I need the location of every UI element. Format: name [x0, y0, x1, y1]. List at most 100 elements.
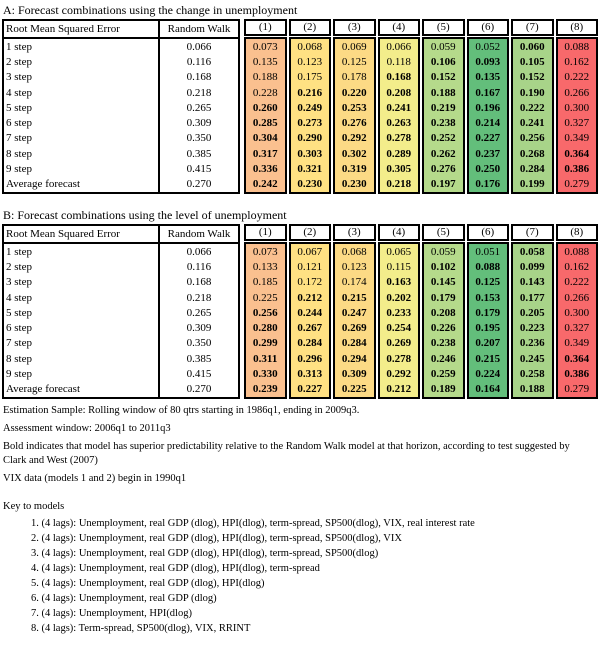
model-value-cell: 0.279: [564, 383, 590, 396]
left-table-body: 1 step 0.066 2 step 0.116 3 step 0.168 4 step 0…: [4, 39, 238, 192]
footnotes: Estimation Sample: Rolling window of 80 …: [3, 404, 595, 486]
row-label: 6 step: [4, 320, 160, 336]
model-value-cell: 0.262: [430, 147, 456, 160]
row-label: 7 step: [4, 130, 160, 147]
model-value-cell: 0.088: [475, 260, 501, 273]
model-value-cell: 0.212: [386, 383, 412, 396]
model-value-cell: 0.225: [252, 291, 278, 304]
rmse-left-table: Root Mean Squared Error Random Walk 1 st…: [2, 19, 240, 194]
left-table-body: 1 step 0.066 2 step 0.116 3 step 0.168 4 step 0…: [4, 244, 238, 397]
row-label: 2 step: [4, 54, 160, 70]
row-label: 1 step: [4, 244, 160, 260]
model-value-cell: 0.105: [519, 55, 545, 68]
model-value-cell: 0.237: [475, 147, 501, 160]
key-item: 4. (4 lags): Unemployment, real GDP (dlo…: [31, 563, 320, 574]
model-value-cell: 0.268: [519, 147, 545, 160]
random-walk-value: 0.066: [186, 245, 212, 258]
model-value-cell: 0.269: [386, 337, 412, 350]
table-a: Root Mean Squared Error Random Walk 1 st…: [2, 19, 598, 194]
random-walk-value: 0.218: [186, 86, 212, 99]
key-item: 5. (4 lags): Unemployment, real GDP (dlo…: [31, 578, 265, 589]
model-column: (3) 0.069 0.125 0.178 0.220 0.253 0.276 0.292 0.…: [333, 19, 376, 194]
key-title: Key to models: [3, 501, 65, 512]
model-value-cell: 0.321: [297, 163, 323, 176]
row-label: 8 step: [4, 351, 160, 367]
model-column-header: (1): [244, 19, 287, 36]
random-walk-value: 0.415: [186, 368, 212, 381]
table-row: Average forecast 0.270: [4, 176, 238, 192]
model-value-cell: 0.216: [297, 86, 323, 99]
model-value-cell: 0.292: [386, 368, 412, 381]
table-a-title: A: Forecast combinations using the chang…: [3, 3, 298, 17]
random-walk-value: 0.385: [186, 352, 212, 365]
model-value-cell: 0.364: [564, 352, 590, 365]
model-value-cell: 0.133: [252, 260, 278, 273]
model-column: (1) 0.073 0.135 0.188 0.228 0.260 0.285 0.304 0.…: [244, 19, 287, 194]
model-value-cell: 0.327: [564, 117, 590, 130]
rmse-header-label: Root Mean Squared Error: [4, 21, 160, 37]
model-column-header: (2): [288, 19, 331, 36]
model-value-cell: 0.252: [430, 132, 456, 145]
model-column: (8) 0.088 0.162 0.222 0.266 0.300 0.327 0.349 0.…: [555, 224, 598, 399]
model-value-cell: 0.386: [564, 368, 590, 381]
model-value-cell: 0.330: [252, 368, 278, 381]
model-value-cell: 0.253: [341, 101, 367, 114]
model-value-cell: 0.106: [430, 55, 456, 68]
model-value-cell: 0.236: [519, 337, 545, 350]
footnote-assessment-window: Assessment window: 2006q1 to 2011q3: [3, 423, 171, 434]
rmse-left-table: Root Mean Squared Error Random Walk 1 st…: [2, 224, 240, 399]
table-row: 1 step 0.066: [4, 39, 238, 55]
model-value-cell: 0.227: [475, 132, 501, 145]
model-value-cell: 0.176: [475, 178, 501, 191]
model-value-cell: 0.219: [430, 101, 456, 114]
model-value-cell: 0.207: [475, 337, 501, 350]
random-walk-value: 0.168: [186, 71, 212, 84]
model-value-cell: 0.208: [430, 306, 456, 319]
model-value-cell: 0.123: [341, 260, 367, 273]
model-value-cell: 0.125: [475, 276, 501, 289]
model-column-body: 0.067 0.121 0.172 0.212 0.244 0.267 0.284 0.296…: [288, 242, 331, 399]
model-value-cell: 0.059: [430, 245, 456, 258]
table-row: 2 step 0.116: [4, 259, 238, 275]
random-walk-value: 0.066: [186, 40, 212, 53]
table-row: 3 step 0.168: [4, 274, 238, 290]
random-walk-value: 0.265: [186, 306, 212, 319]
table-row: 6 step 0.309: [4, 320, 238, 336]
model-value-cell: 0.123: [297, 55, 323, 68]
model-value-cell: 0.102: [430, 260, 456, 273]
model-value-cell: 0.317: [252, 147, 278, 160]
key-item: 3. (4 lags): Unemployment, real GDP (dlo…: [31, 548, 379, 559]
key-item: 8. (4 lags): Term-spread, SP500(dlog), V…: [31, 623, 251, 634]
model-column-header: (4): [377, 19, 420, 36]
random-walk-header: Random Walk: [167, 23, 231, 35]
model-column-body: 0.051 0.088 0.125 0.153 0.179 0.195 0.207 0.215…: [466, 242, 509, 399]
model-value-cell: 0.152: [519, 71, 545, 84]
model-columns: (1) 0.073 0.133 0.185 0.225 0.256 0.280 0.299 0.…: [244, 224, 598, 399]
model-value-cell: 0.239: [252, 383, 278, 396]
model-value-cell: 0.299: [252, 337, 278, 350]
model-value-cell: 0.313: [297, 368, 323, 381]
footnote-bold-note: Bold indicates that model has superior p…: [3, 441, 570, 466]
random-walk-value: 0.116: [186, 55, 212, 68]
model-column: (2) 0.067 0.121 0.172 0.212 0.244 0.267 0.284 0.…: [288, 224, 331, 399]
model-value-cell: 0.227: [297, 383, 323, 396]
model-value-cell: 0.067: [297, 245, 323, 258]
model-value-cell: 0.175: [297, 71, 323, 84]
model-value-cell: 0.228: [252, 86, 278, 99]
model-value-cell: 0.238: [430, 337, 456, 350]
random-walk-value: 0.350: [186, 132, 212, 145]
table-row: 4 step 0.218: [4, 84, 238, 101]
model-value-cell: 0.300: [564, 101, 590, 114]
row-label: 4 step: [4, 84, 160, 101]
table-row: 8 step 0.385: [4, 146, 238, 162]
model-value-cell: 0.174: [341, 276, 367, 289]
model-column-body: 0.059 0.102 0.145 0.179 0.208 0.226 0.238 0.246…: [422, 242, 465, 399]
model-value-cell: 0.319: [341, 163, 367, 176]
random-walk-value: 0.168: [186, 276, 212, 289]
model-value-cell: 0.051: [475, 245, 501, 258]
model-value-cell: 0.196: [475, 101, 501, 114]
table-row: 1 step 0.066: [4, 244, 238, 260]
model-column-body: 0.088 0.162 0.222 0.266 0.300 0.327 0.349 0.364…: [555, 242, 598, 399]
model-value-cell: 0.222: [564, 276, 590, 289]
model-column-header: (2): [288, 224, 331, 241]
